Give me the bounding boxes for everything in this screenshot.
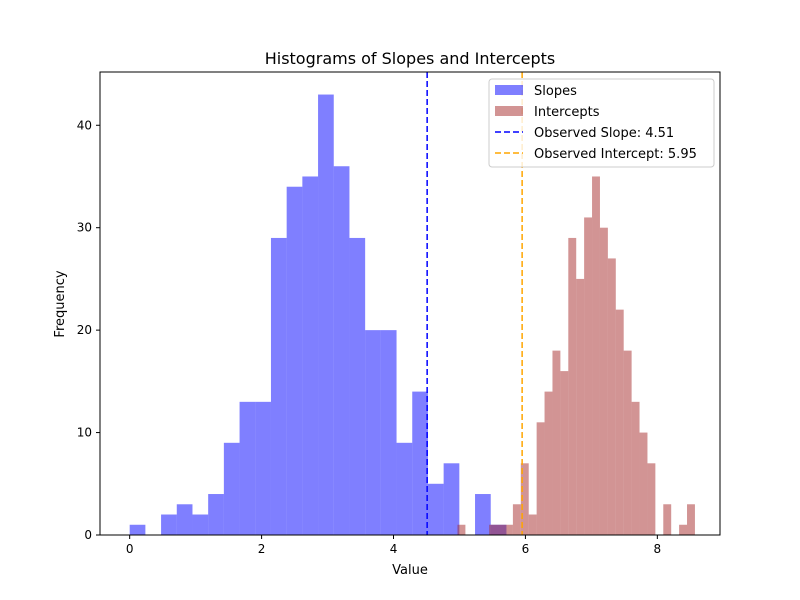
- intercepts-bar: [592, 176, 600, 535]
- slopes-bar: [380, 330, 397, 535]
- y-tick-label: 30: [77, 221, 92, 235]
- intercepts-bar: [679, 524, 688, 535]
- legend-swatch-slopes: [495, 85, 523, 95]
- intercepts-bar: [489, 524, 498, 535]
- intercepts-bar: [615, 309, 624, 535]
- intercepts-bar: [528, 514, 537, 535]
- intercepts-bar: [599, 227, 608, 536]
- slopes-bar: [129, 524, 146, 535]
- y-axis-ticks: 0 10 20 30 40: [77, 118, 100, 542]
- x-axis-ticks: 0 2 4 6 8: [126, 535, 661, 556]
- intercepts-bar: [552, 350, 561, 535]
- x-tick-label: 0: [126, 542, 134, 556]
- slopes-bar: [475, 494, 491, 535]
- slopes-bar: [318, 94, 334, 535]
- slopes-bar: [443, 463, 460, 535]
- slopes-bar: [192, 514, 209, 535]
- slopes-bar: [396, 442, 413, 535]
- intercepts-bar: [497, 524, 505, 535]
- legend-label-observed-slope: Observed Slope: 4.51: [534, 126, 674, 141]
- slopes-bar: [333, 166, 350, 535]
- legend-label-slopes: Slopes: [534, 84, 577, 99]
- intercepts-bar: [663, 504, 672, 535]
- legend-box: [488, 78, 715, 168]
- intercepts-bar: [631, 401, 640, 535]
- x-tick-label: 8: [654, 542, 662, 556]
- legend-label-observed-intercept: Observed Intercept: 5.95: [534, 147, 697, 162]
- slopes-bar: [208, 494, 224, 535]
- intercepts-bar: [576, 278, 585, 535]
- intercepts-bar: [568, 237, 577, 535]
- intercepts-bar: [504, 524, 513, 535]
- slopes-bar: [270, 237, 287, 535]
- y-tick-label: 10: [77, 426, 92, 440]
- y-tick-label: 0: [84, 528, 92, 542]
- slopes-bar: [302, 176, 319, 535]
- x-tick-label: 4: [390, 542, 398, 556]
- y-axis-label: Frequency: [53, 270, 68, 337]
- slopes-bar: [176, 504, 193, 535]
- slopes-bar: [365, 330, 381, 535]
- intercepts-bar: [457, 524, 466, 535]
- x-tick-label: 2: [258, 542, 266, 556]
- x-tick-label: 6: [522, 542, 530, 556]
- slopes-bar: [427, 483, 444, 535]
- slopes-bar: [286, 186, 303, 536]
- intercepts-bar: [512, 504, 521, 535]
- intercepts-bar: [584, 217, 593, 535]
- intercepts-bar: [623, 350, 632, 535]
- y-tick-label: 20: [77, 323, 92, 337]
- intercepts-bar: [544, 391, 553, 535]
- y-tick-label: 40: [77, 118, 92, 132]
- legend-label-intercepts: Intercepts: [534, 105, 600, 120]
- plot-area-frame: [99, 71, 721, 536]
- intercepts-bar: [520, 463, 529, 535]
- intercepts-bar: [607, 258, 616, 535]
- intercepts-bar: [639, 432, 648, 535]
- histogram-bars: [129, 94, 695, 536]
- intercepts-bar: [560, 371, 569, 535]
- slopes-bar: [349, 237, 366, 535]
- slopes-bar: [239, 401, 256, 535]
- slopes-bar: [161, 514, 177, 535]
- intercepts-bar: [687, 504, 695, 535]
- slopes-bar: [255, 401, 271, 535]
- legend: Slopes Intercepts Observed Slope: 4.51 O…: [488, 78, 715, 168]
- x-axis-label: Value: [392, 563, 428, 578]
- slopes-bar: [412, 391, 428, 535]
- intercepts-bar: [536, 422, 545, 535]
- slopes-bar: [223, 442, 240, 535]
- intercepts-bar: [647, 463, 656, 535]
- legend-swatch-intercepts: [495, 106, 523, 116]
- chart-title: Histograms of Slopes and Intercepts: [265, 49, 556, 68]
